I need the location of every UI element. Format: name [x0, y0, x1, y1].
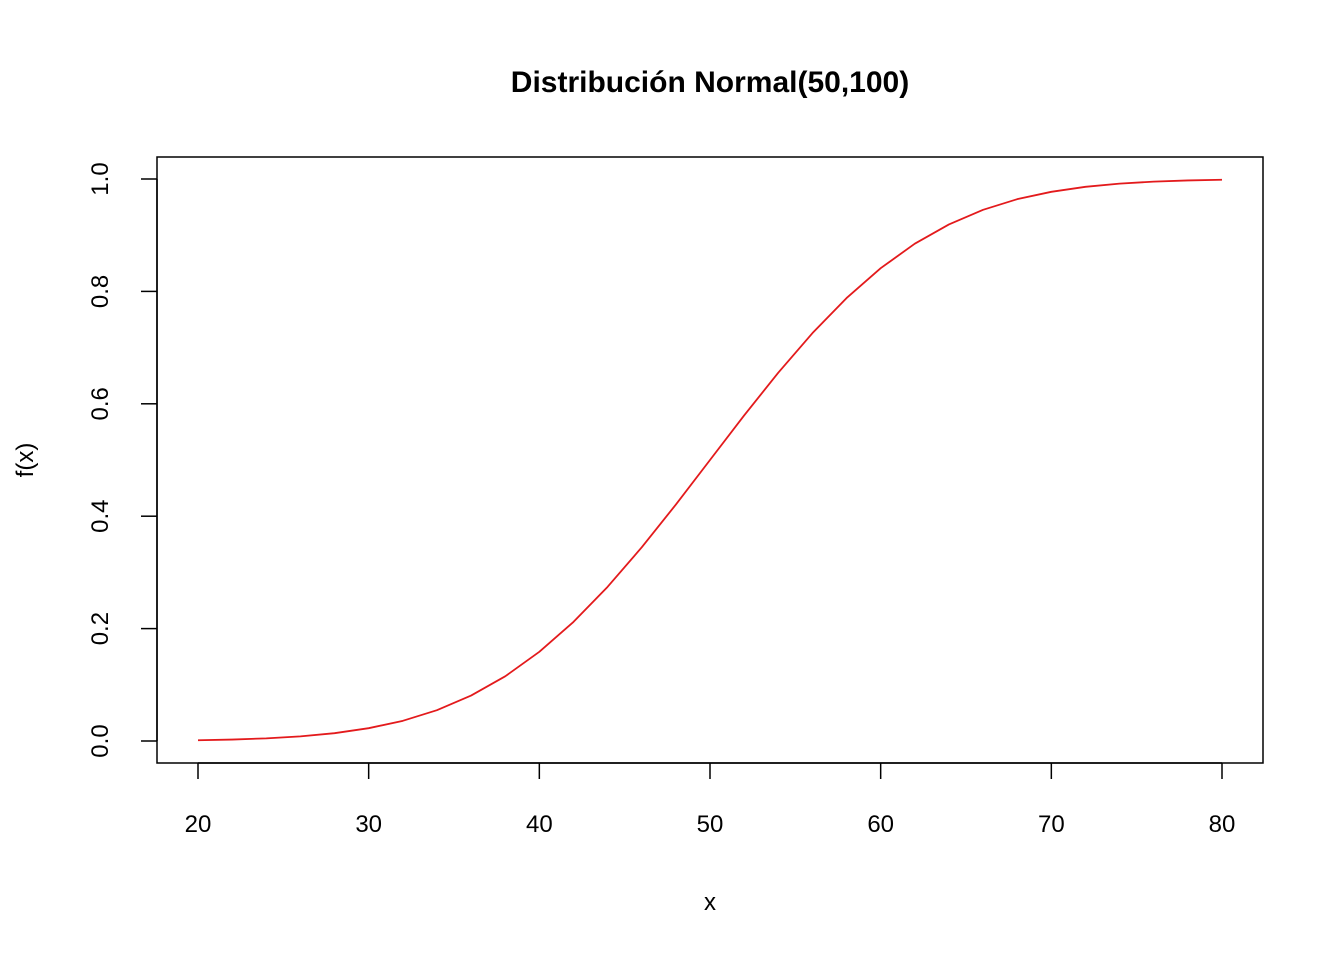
y-tick-label: 0.4	[87, 500, 114, 533]
x-axis-label: x	[704, 889, 716, 916]
y-tick-label: 1.0	[87, 162, 114, 195]
x-tick-label: 80	[1209, 811, 1236, 838]
y-tick-label: 0.6	[87, 387, 114, 420]
x-axis: 20 30 40 50 60 70 80	[185, 762, 1236, 838]
x-tick-label: 60	[867, 811, 894, 838]
x-tick-label: 30	[355, 811, 382, 838]
y-tick-label: 0.2	[87, 612, 114, 645]
x-tick-label: 40	[526, 811, 553, 838]
x-tick-label: 70	[1038, 811, 1065, 838]
y-tick-label: 0.0	[87, 724, 114, 757]
x-tick-label: 20	[185, 811, 212, 838]
y-axis: 0.0 0.2 0.4 0.6 0.8 1.0	[87, 162, 158, 758]
series-line	[197, 178, 1223, 742]
y-tick-label: 0.8	[87, 275, 114, 308]
series-layer	[197, 178, 1223, 742]
y-axis-label: f(x)	[12, 443, 39, 478]
chart-title: Distribución Normal(50,100)	[511, 66, 909, 99]
x-tick-label: 50	[697, 811, 724, 838]
